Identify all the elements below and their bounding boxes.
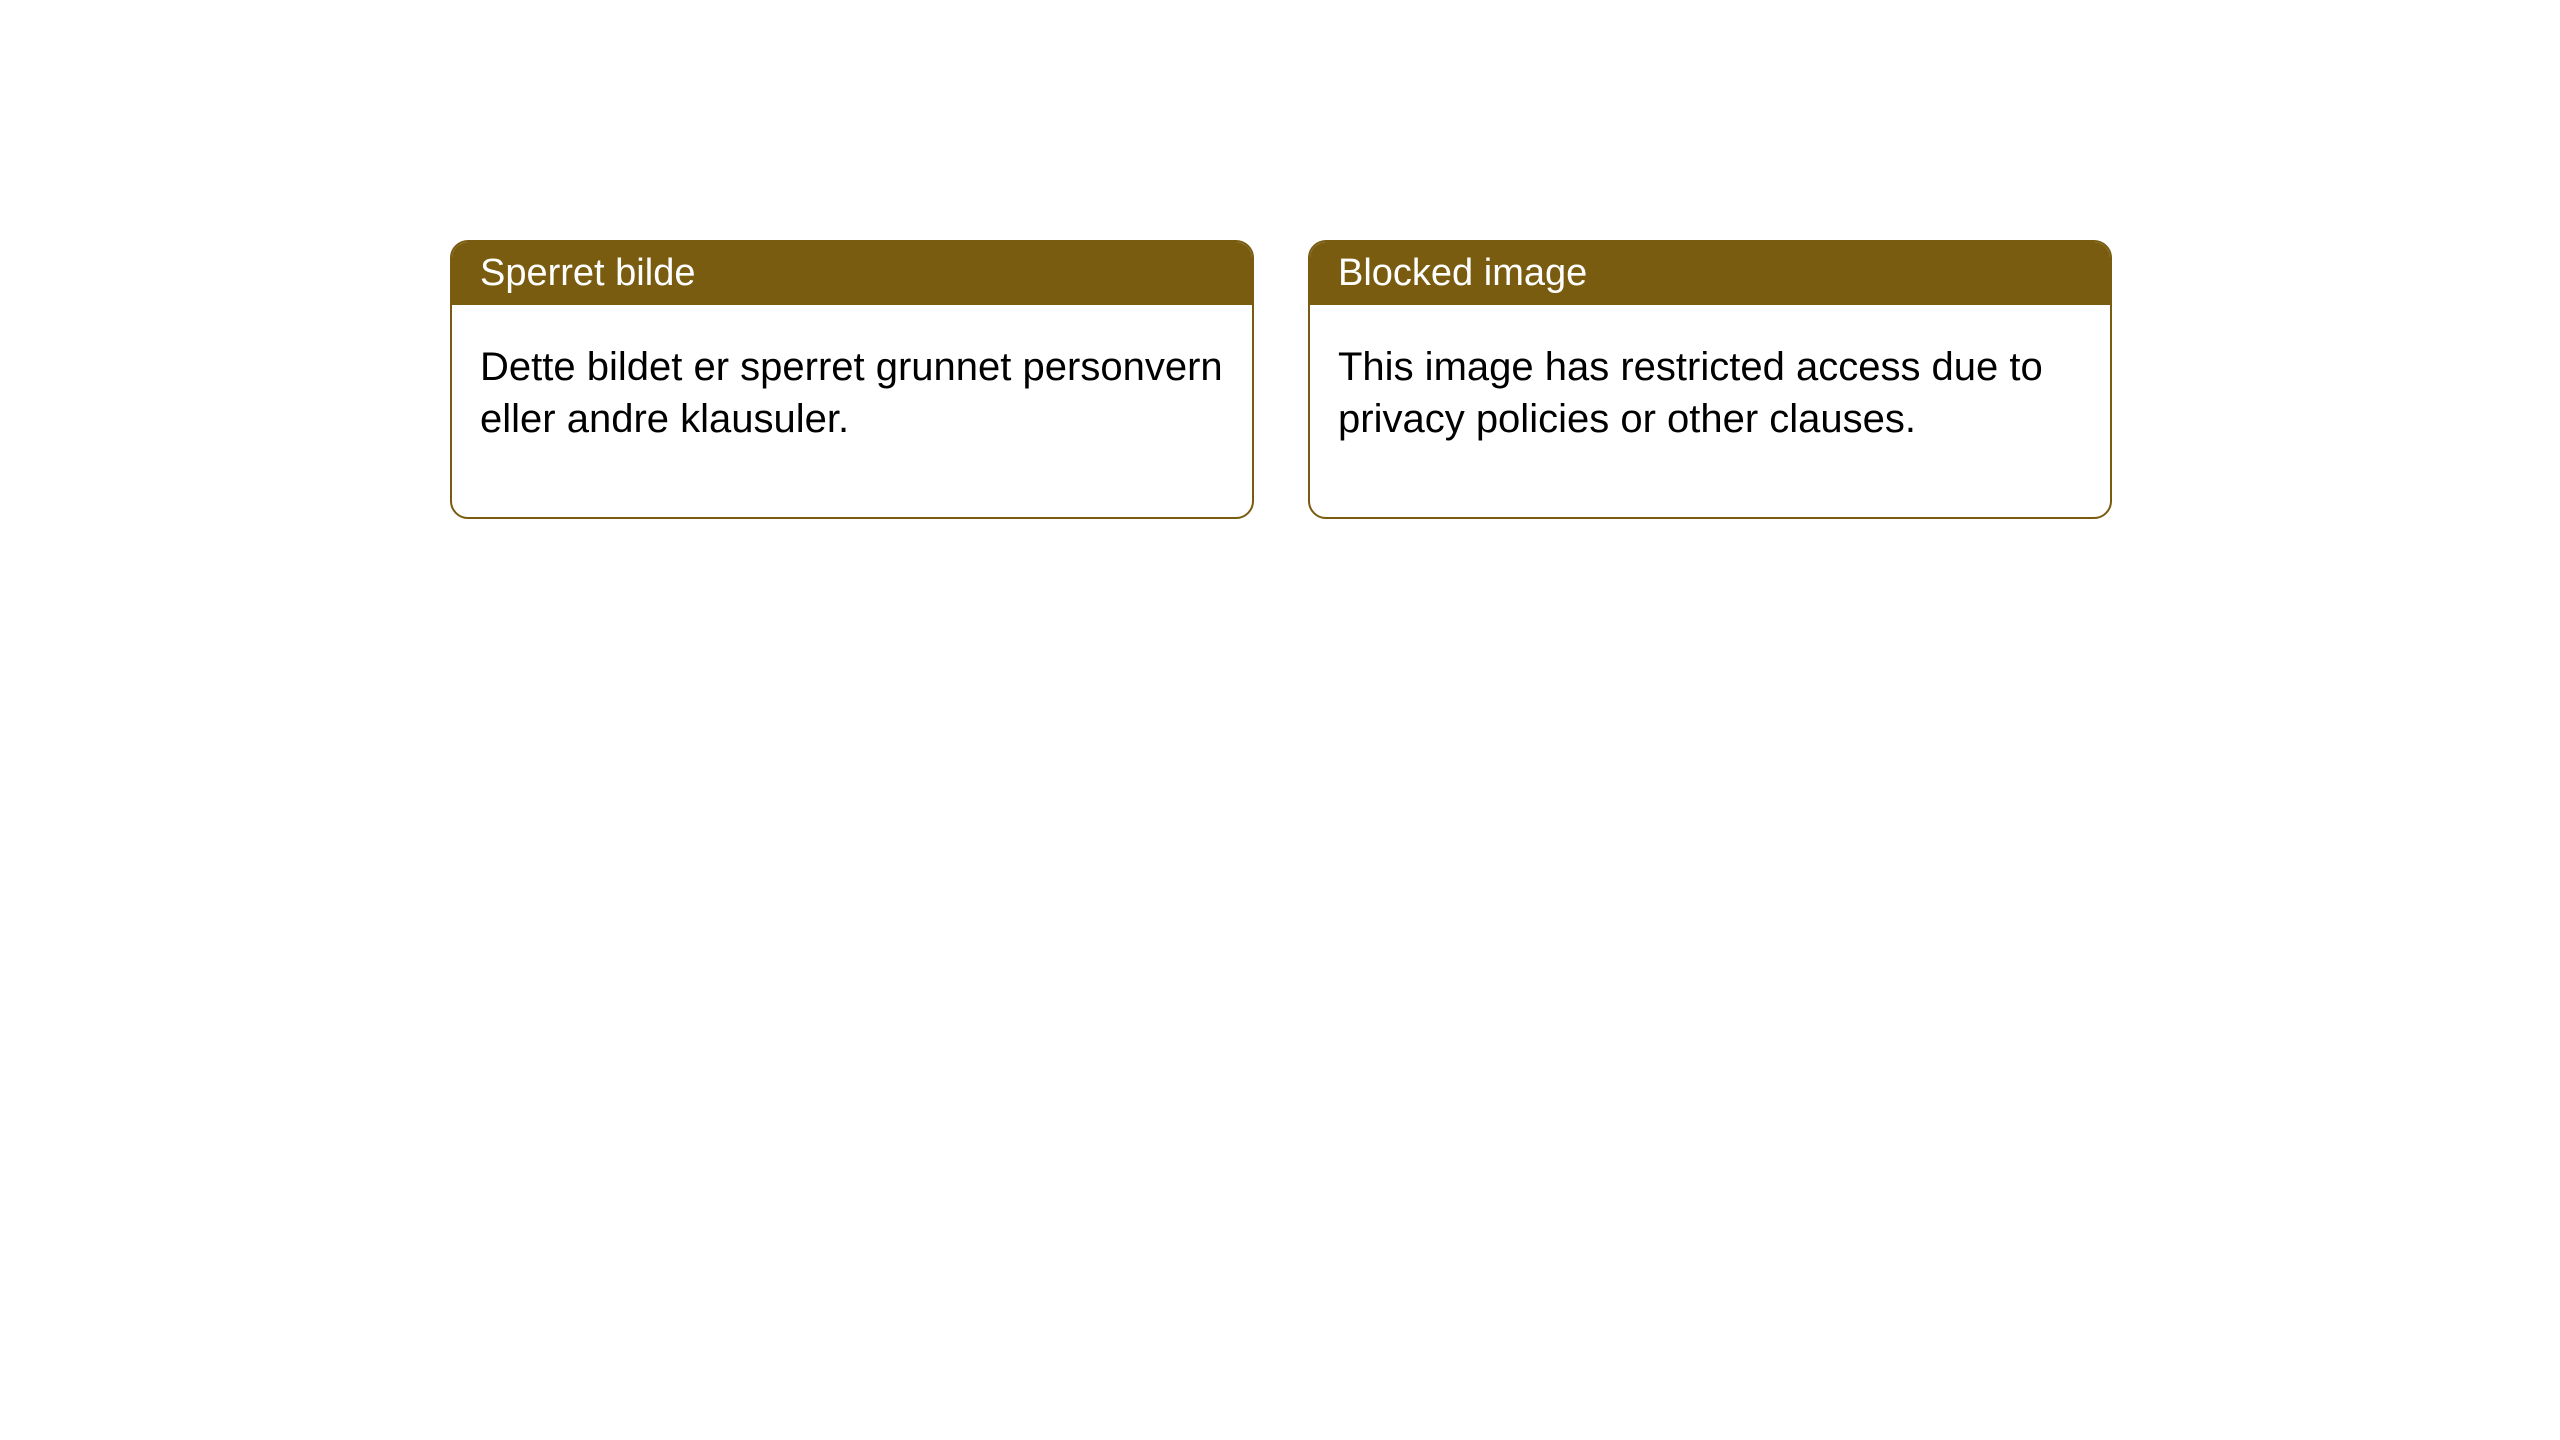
notice-card-norwegian: Sperret bilde Dette bildet er sperret gr… [450,240,1254,519]
notice-header-english: Blocked image [1310,242,2110,305]
notice-body-norwegian: Dette bildet er sperret grunnet personve… [452,305,1252,517]
notice-header-norwegian: Sperret bilde [452,242,1252,305]
notice-body-english: This image has restricted access due to … [1310,305,2110,517]
notice-card-english: Blocked image This image has restricted … [1308,240,2112,519]
notice-container: Sperret bilde Dette bildet er sperret gr… [0,0,2560,519]
